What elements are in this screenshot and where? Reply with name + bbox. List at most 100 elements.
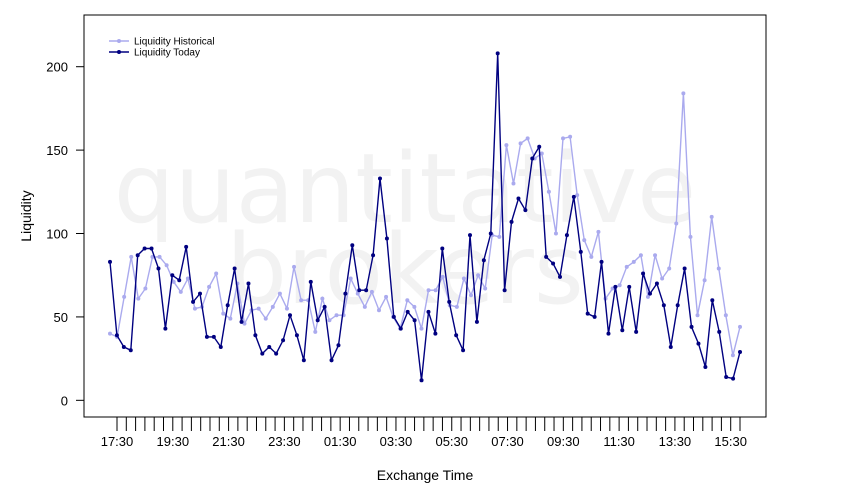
x-tick-label-6: 05:30 xyxy=(435,434,468,449)
series-0-point-46 xyxy=(433,288,438,293)
series-1-point-53 xyxy=(474,319,479,324)
y-tick-label-1: 50 xyxy=(54,310,68,325)
y-axis-title: Liquidity xyxy=(18,190,34,241)
series-1-point-21 xyxy=(253,333,258,338)
series-0-point-57 xyxy=(511,181,516,186)
series-1-point-71 xyxy=(599,259,604,264)
series-0-point-80 xyxy=(674,221,679,226)
y-tick-label-3: 150 xyxy=(46,143,68,158)
series-0-point-26 xyxy=(292,264,297,269)
series-1-point-1 xyxy=(114,333,119,338)
series-0-point-25 xyxy=(284,306,289,311)
series-1-point-64 xyxy=(551,261,556,266)
series-1-point-50 xyxy=(454,333,459,338)
x-tick-label-0: 17:30 xyxy=(101,434,134,449)
series-1-point-6 xyxy=(149,246,154,251)
series-1-point-86 xyxy=(703,364,708,369)
series-1-point-35 xyxy=(350,243,355,248)
series-0-point-42 xyxy=(405,298,410,303)
series-1-point-27 xyxy=(294,333,299,338)
series-1-point-43 xyxy=(405,309,410,314)
series-0-point-74 xyxy=(631,259,636,264)
series-0-point-10 xyxy=(178,289,183,294)
series-1-point-55 xyxy=(488,231,493,236)
series-1-point-12 xyxy=(191,299,196,304)
series-1-point-47 xyxy=(433,331,438,336)
series-0-point-23 xyxy=(270,304,275,309)
series-1-point-18 xyxy=(232,266,237,271)
series-1-point-16 xyxy=(218,344,223,349)
series-1-point-25 xyxy=(281,338,286,343)
x-tick-label-8: 09:30 xyxy=(547,434,580,449)
series-0-point-82 xyxy=(688,234,693,239)
series-1-point-51 xyxy=(461,348,466,353)
series-0-point-17 xyxy=(228,316,233,321)
series-0-point-52 xyxy=(476,273,481,278)
series-0-point-37 xyxy=(369,289,374,294)
series-1-point-45 xyxy=(419,378,424,383)
series-0-point-11 xyxy=(185,276,190,281)
series-1-point-59 xyxy=(516,196,521,201)
series-0-point-15 xyxy=(214,271,219,276)
series-1-point-3 xyxy=(128,348,133,353)
series-1-point-89 xyxy=(724,374,729,379)
series-1-point-63 xyxy=(544,254,549,259)
series-1-point-28 xyxy=(301,358,306,363)
series-0-point-78 xyxy=(660,276,665,281)
x-axis: 17:30 19:30 21:30 23:30 01:30 03:30 05:30 07:30… xyxy=(101,417,747,449)
series-1-point-15 xyxy=(211,334,216,339)
series-0-point-22 xyxy=(263,316,268,321)
series-0-point-58 xyxy=(518,141,523,146)
series-1-point-38 xyxy=(371,253,376,258)
series-0-point-19 xyxy=(242,321,247,326)
series-1-point-17 xyxy=(225,303,230,308)
series-1-point-24 xyxy=(274,351,279,356)
series-0-point-0 xyxy=(108,331,112,336)
series-0-point-38 xyxy=(376,308,381,313)
series-1-point-62 xyxy=(537,144,542,149)
series-0-point-35 xyxy=(355,291,360,296)
y-tick-label-2: 100 xyxy=(46,227,68,242)
series-0-point-34 xyxy=(348,276,353,281)
y-tick-label-4: 200 xyxy=(46,60,68,75)
series-1-point-31 xyxy=(322,304,327,309)
series-0-point-8 xyxy=(164,263,169,268)
series-0-point-77 xyxy=(653,253,658,258)
series-1-point-34 xyxy=(343,291,348,296)
series-1-point-10 xyxy=(177,278,182,283)
x-tick-label-4: 01:30 xyxy=(324,434,357,449)
series-0-point-2 xyxy=(122,294,127,299)
series-1-point-33 xyxy=(336,343,341,348)
series-0-point-65 xyxy=(568,134,573,139)
series-1-point-4 xyxy=(135,253,140,258)
series-0-point-55 xyxy=(497,234,502,239)
series-0-point-31 xyxy=(327,318,332,323)
series-1-point-32 xyxy=(329,358,334,363)
series-0-point-45 xyxy=(426,288,431,293)
series-1-point-20 xyxy=(246,281,251,286)
x-tick-label-3: 23:30 xyxy=(268,434,301,449)
series-0-point-51 xyxy=(469,293,474,298)
series-0-point-14 xyxy=(207,284,212,289)
series-0-point-43 xyxy=(412,304,417,309)
series-1-point-29 xyxy=(308,279,313,284)
series-1-point-72 xyxy=(606,331,611,336)
series-1-point-85 xyxy=(696,341,701,346)
series-1-point-90 xyxy=(731,376,736,381)
watermark: quantitative brokers xyxy=(114,133,696,326)
series-1-point-8 xyxy=(163,326,168,331)
series-0-point-63 xyxy=(553,231,558,236)
series-1-point-65 xyxy=(558,274,562,279)
series-1-point-13 xyxy=(198,291,202,296)
series-0-point-89 xyxy=(738,324,742,329)
series-0-point-84 xyxy=(702,278,707,283)
series-1-point-9 xyxy=(170,273,175,278)
series-0-point-12 xyxy=(192,306,197,311)
series-1-point-84 xyxy=(689,324,694,329)
series-0-point-7 xyxy=(157,254,162,259)
series-0-point-79 xyxy=(667,266,672,271)
series-1-point-44 xyxy=(412,318,417,323)
series-1-point-46 xyxy=(426,309,431,314)
series-1-point-68 xyxy=(578,249,583,254)
series-1-point-69 xyxy=(585,311,590,316)
